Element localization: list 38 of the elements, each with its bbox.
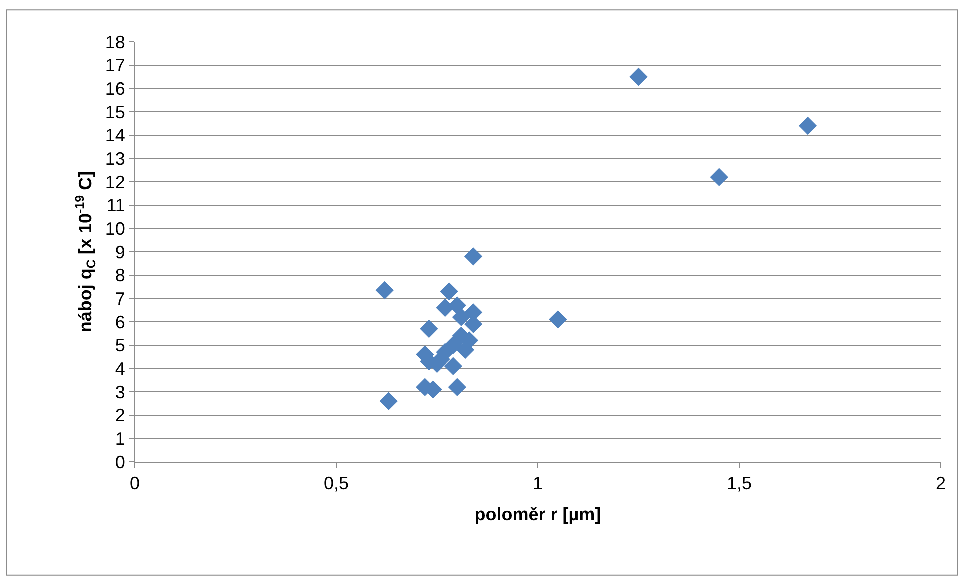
x-axis-title: poloměr r [µm]	[474, 504, 602, 525]
point	[452, 308, 471, 326]
point	[710, 168, 728, 186]
y-tick-label: 14	[105, 126, 126, 146]
y-tick-label: 15	[105, 102, 126, 122]
point	[448, 378, 466, 396]
point	[376, 281, 394, 300]
point	[420, 320, 438, 338]
point	[630, 68, 648, 86]
x-tick-label: 1,5	[726, 474, 752, 494]
x-tick-label: 1	[532, 474, 544, 494]
y-tick-label: 0	[115, 452, 126, 472]
point	[380, 392, 398, 410]
y-tick-label: 12	[105, 172, 126, 192]
point	[798, 116, 818, 136]
y-tick-label: 10	[105, 218, 126, 239]
x-tick-label: 0,5	[324, 474, 350, 494]
y-tick-label: 16	[105, 78, 126, 99]
point	[549, 310, 568, 329]
y-tick-label: 2	[115, 406, 126, 426]
y-tick-label: 4	[115, 358, 126, 379]
point	[440, 282, 458, 301]
y-tick-label: 8	[115, 266, 126, 286]
y-tick-label: 17	[105, 56, 126, 76]
y-tick-label: 11	[106, 196, 126, 216]
y-tick-label: 6	[115, 312, 126, 332]
y-tick-label: 7	[115, 288, 126, 309]
point	[464, 248, 483, 266]
y-tick-label: 9	[115, 242, 126, 262]
point	[448, 296, 466, 315]
y-tick-label: 3	[115, 382, 126, 402]
y-tick-label: 5	[115, 336, 126, 356]
y-tick-label: 1	[115, 428, 126, 449]
point	[444, 357, 462, 376]
y-tick-label: 18	[105, 32, 126, 52]
x-tick-label: 0	[130, 474, 140, 494]
x-tick-label: 2	[936, 474, 946, 494]
y-tick-label: 13	[105, 148, 126, 169]
